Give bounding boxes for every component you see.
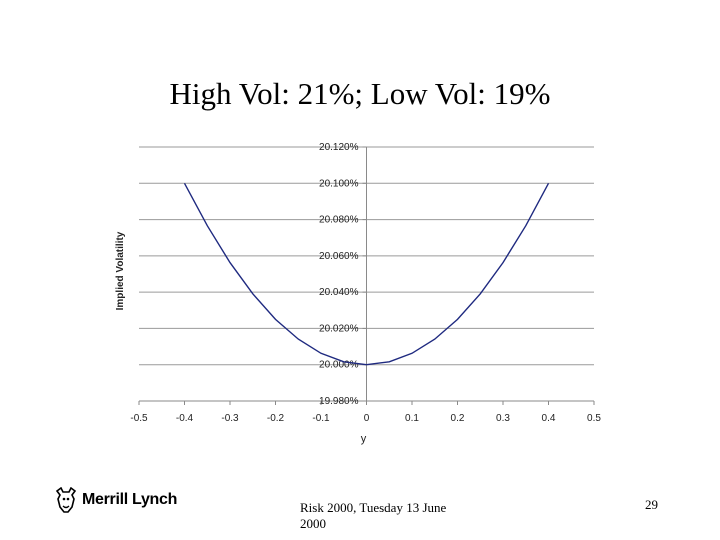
y-tick-label: 19.980% xyxy=(319,396,359,407)
x-tick-label: 0.2 xyxy=(451,413,465,424)
x-tick-label: -0.2 xyxy=(267,413,285,424)
merrill-lynch-logo: Merrill Lynch xyxy=(54,487,177,513)
y-tick-label: 20.100% xyxy=(319,178,359,189)
footer-text: Risk 2000, Tuesday 13 June 2000 xyxy=(300,500,447,531)
x-tick-label: -0.5 xyxy=(130,413,148,424)
x-tick-label: 0 xyxy=(364,413,370,424)
x-tick-label: -0.1 xyxy=(312,413,330,424)
y-axis-title: Implied Volatility xyxy=(115,231,126,310)
bull-icon xyxy=(55,487,77,513)
x-tick-label: 0.5 xyxy=(587,413,601,424)
y-tick-label: 20.020% xyxy=(319,323,359,334)
x-axis-title: y xyxy=(361,433,367,445)
x-tick-label: -0.4 xyxy=(176,413,194,424)
slide-title: High Vol: 21%; Low Vol: 19% xyxy=(169,76,551,111)
y-tick-label: 20.000% xyxy=(319,360,359,371)
x-tick-label: 0.3 xyxy=(496,413,510,424)
page-number: 29 xyxy=(645,497,658,512)
y-tick-label: 20.040% xyxy=(319,287,359,298)
x-tick-label: 0.4 xyxy=(542,413,556,424)
series-line xyxy=(183,182,550,366)
y-tick-label: 20.060% xyxy=(319,251,359,262)
logo-text: Merrill Lynch xyxy=(82,491,178,508)
y-tick-label: 20.120% xyxy=(319,142,359,153)
x-tick-label: 0.1 xyxy=(405,413,419,424)
y-tick-label: 20.080% xyxy=(319,215,359,226)
x-tick-label: -0.3 xyxy=(221,413,239,424)
